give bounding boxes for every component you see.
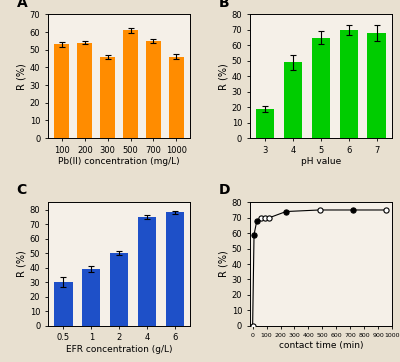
- X-axis label: contact time (min): contact time (min): [279, 341, 363, 350]
- Point: [250, 323, 256, 329]
- Bar: [54, 45, 69, 138]
- Point: [283, 209, 289, 214]
- Point: [316, 207, 323, 213]
- Bar: [110, 253, 128, 326]
- Bar: [256, 109, 274, 138]
- Bar: [54, 282, 72, 326]
- Y-axis label: R (%): R (%): [219, 63, 229, 90]
- Bar: [123, 30, 138, 138]
- Bar: [284, 62, 302, 138]
- Point: [350, 207, 356, 213]
- Point: [266, 215, 272, 220]
- Text: C: C: [17, 183, 27, 197]
- Bar: [77, 43, 92, 138]
- Bar: [166, 212, 184, 326]
- Bar: [146, 41, 161, 138]
- Point: [254, 218, 260, 224]
- X-axis label: EFR concentration (g/L): EFR concentration (g/L): [66, 345, 172, 354]
- X-axis label: Pb(II) concentration (mg/L): Pb(II) concentration (mg/L): [58, 157, 180, 167]
- Bar: [312, 38, 330, 138]
- Bar: [138, 217, 156, 326]
- Text: B: B: [218, 0, 229, 9]
- Point: [251, 232, 257, 237]
- Bar: [368, 33, 386, 138]
- Bar: [82, 269, 100, 326]
- Point: [383, 207, 390, 213]
- Y-axis label: R (%): R (%): [219, 251, 229, 277]
- Bar: [100, 57, 115, 138]
- Point: [258, 215, 264, 220]
- Text: D: D: [218, 183, 230, 197]
- Y-axis label: R (%): R (%): [17, 251, 27, 277]
- Bar: [169, 57, 184, 138]
- X-axis label: pH value: pH value: [301, 157, 341, 167]
- Point: [262, 215, 268, 220]
- Y-axis label: R (%): R (%): [17, 63, 27, 90]
- Bar: [340, 30, 358, 138]
- Text: A: A: [17, 0, 28, 9]
